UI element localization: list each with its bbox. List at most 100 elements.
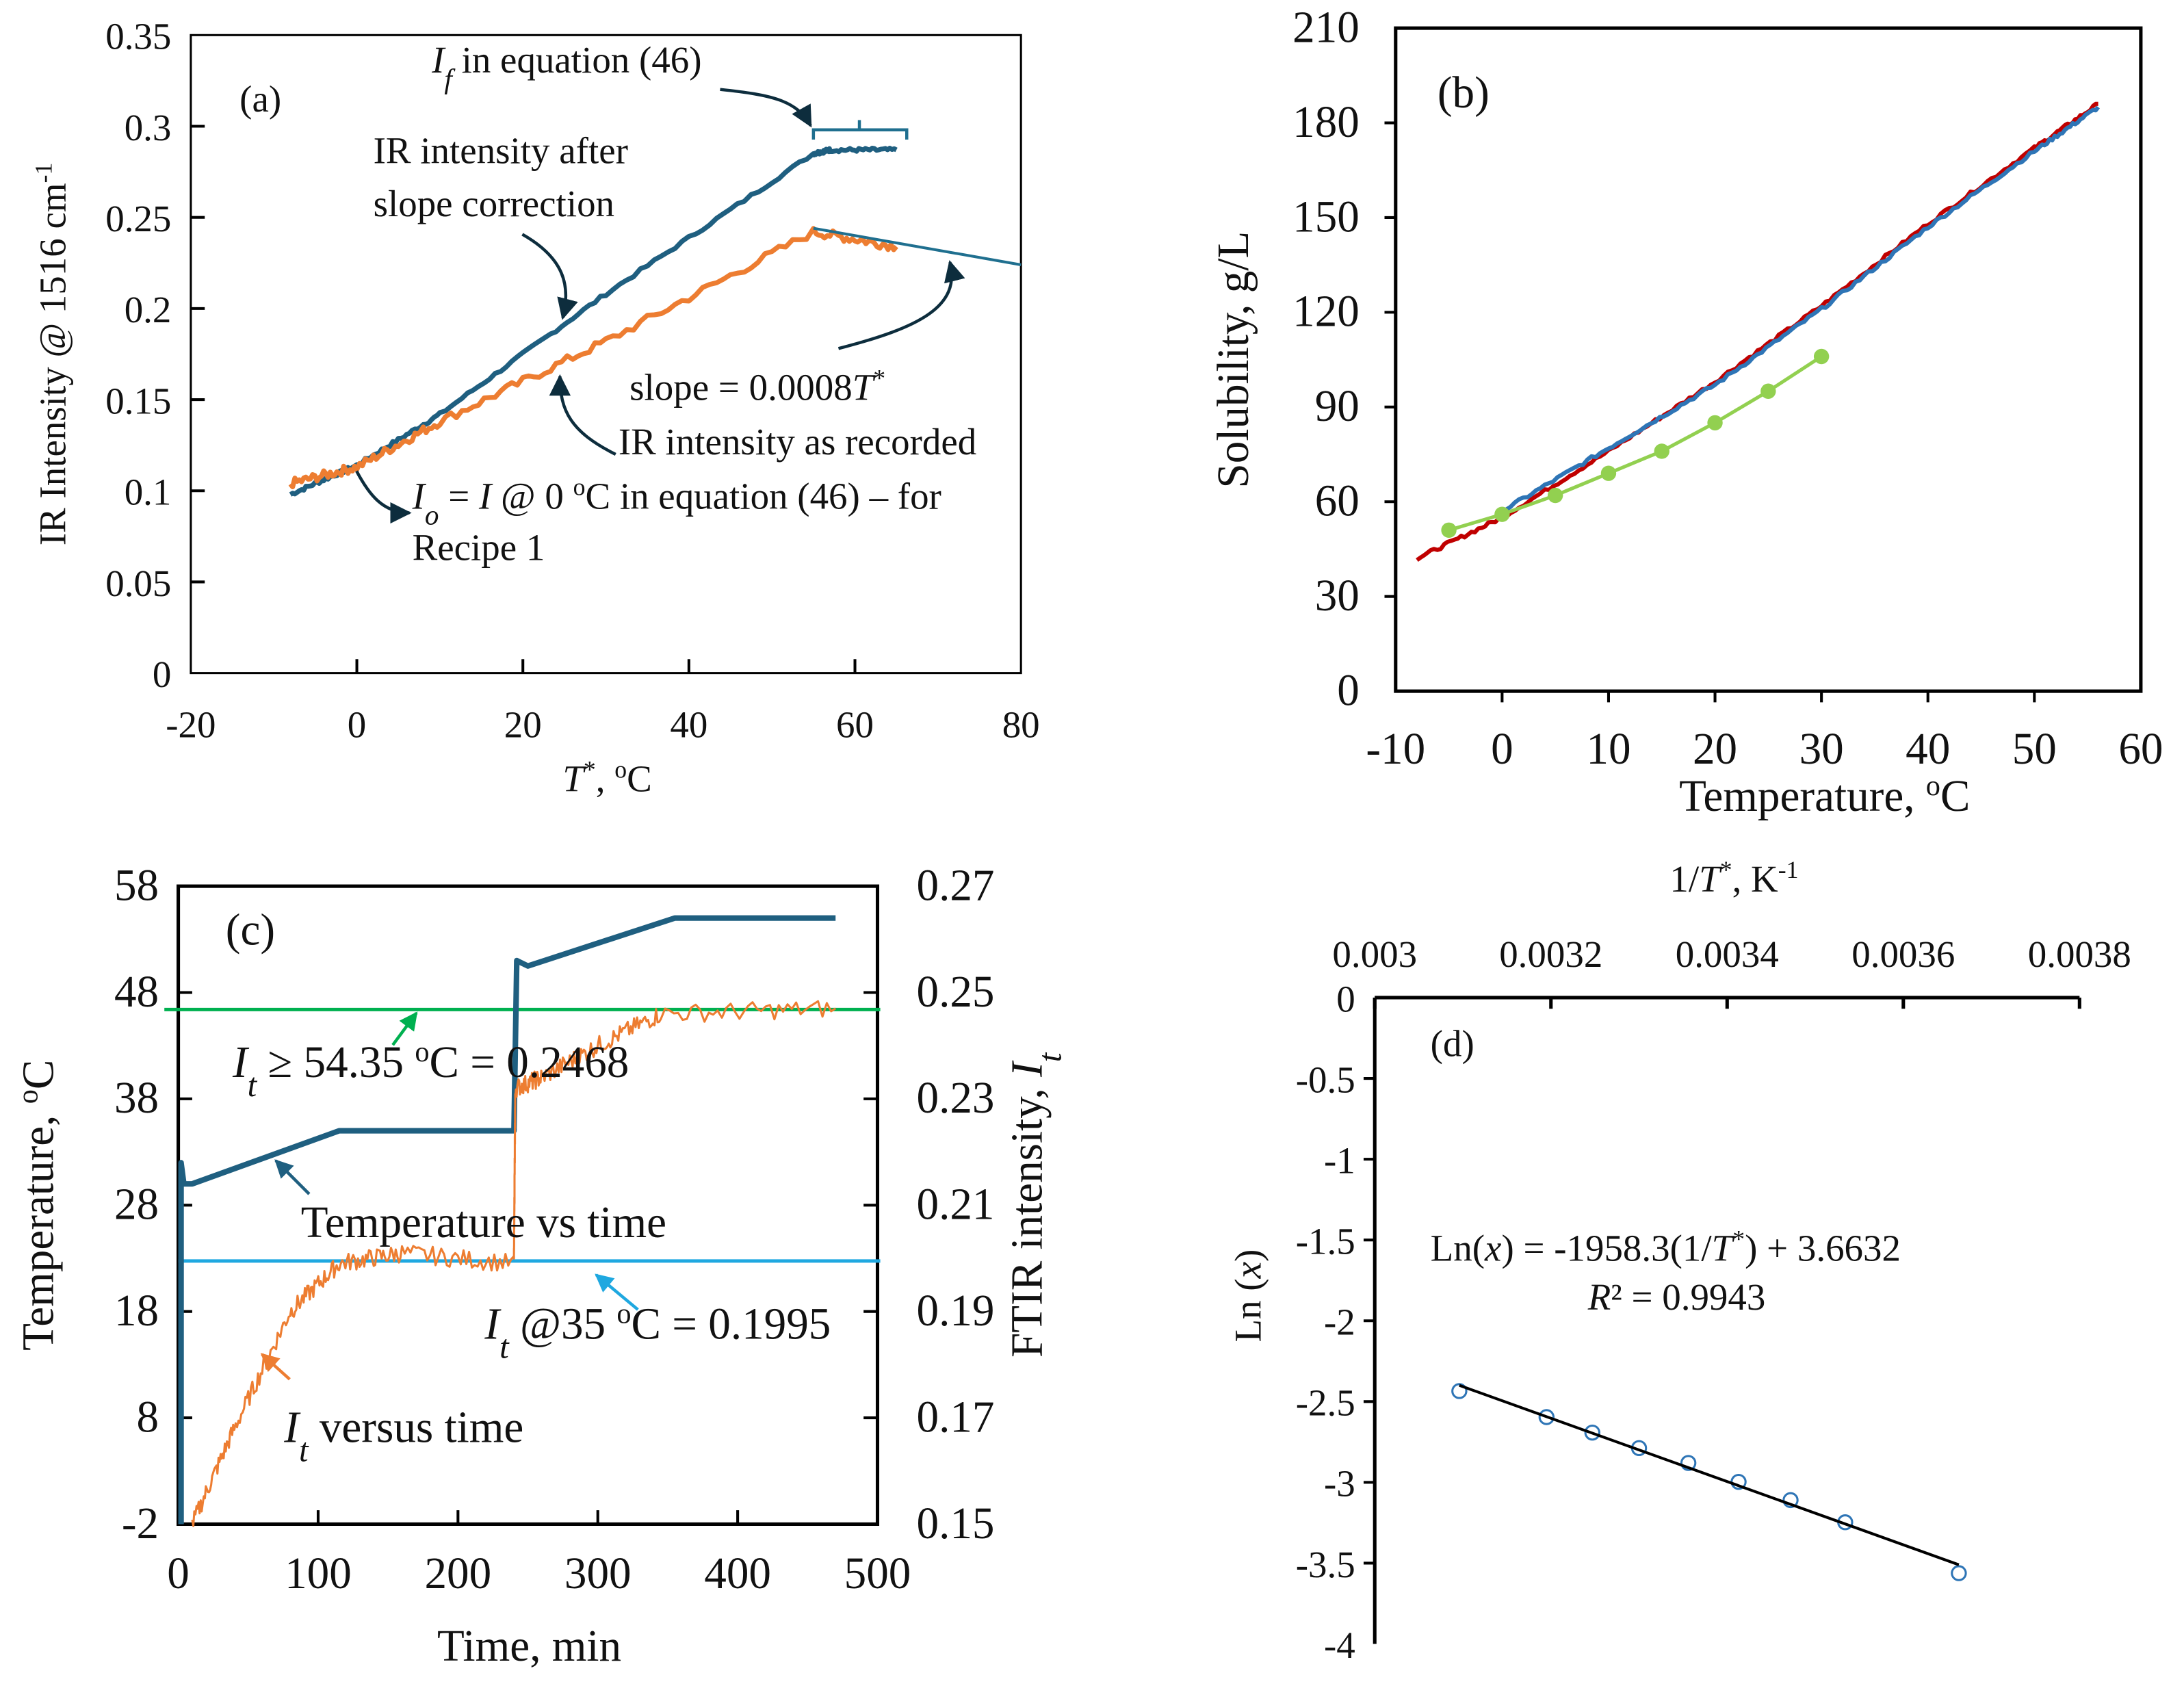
y-tick-label: 0 (153, 653, 171, 695)
x-tick-label: 0.0036 (1851, 933, 1955, 975)
x-tick-label: 60 (2118, 725, 2163, 774)
annotation-text: slope = 0.0008T* (629, 365, 885, 408)
text-segment: o (1926, 770, 1940, 802)
text-segment: t (499, 1327, 510, 1365)
text-segment: T (853, 367, 876, 408)
annotation-text: It versus time (283, 1403, 523, 1468)
x-axis-title: T*, oC (562, 756, 651, 800)
y-tick-label: -1 (1324, 1139, 1355, 1181)
x-tick-label: 50 (2012, 725, 2057, 774)
x-tick-label: 20 (1693, 725, 1737, 774)
panel-label: (d) (1431, 1022, 1474, 1064)
text-segment: = (439, 475, 478, 517)
data-point (1782, 1492, 1799, 1509)
text-segment: Temperature vs time (301, 1198, 666, 1247)
text-segment: , K (1732, 858, 1778, 900)
y-tick-label: 0.2 (125, 289, 172, 330)
y-tick-label: 8 (137, 1392, 159, 1442)
y2-tick-label: 0.17 (917, 1392, 995, 1442)
text-segment: ≥ 54.35 (257, 1038, 415, 1087)
annotation-text: It ≥ 54.35 oC = 0.2468 (232, 1036, 629, 1104)
arrow-green (391, 1011, 418, 1046)
x-axis-title: Time, min (437, 1622, 621, 1671)
x-tick-label: 0.003 (1332, 933, 1417, 975)
y-tick-label: -2.5 (1296, 1382, 1355, 1424)
text-segment: slope correction (374, 183, 614, 224)
text-segment: t (1030, 1052, 1068, 1062)
text-segment: C in equation (46) – for (585, 475, 941, 517)
y2-axis-title: FTIR intensity, It (1003, 1052, 1069, 1358)
y-tick-label: 0.15 (105, 380, 171, 422)
data-point (1951, 1565, 1967, 1581)
text-segment: in equation (46) (452, 39, 702, 81)
y-tick-label: -3 (1324, 1463, 1355, 1505)
text-segment: o (415, 1036, 429, 1068)
x-tick-label: 0 (1491, 725, 1513, 774)
panel-label: (a) (239, 78, 281, 120)
text-segment: C = 0.2468 (430, 1038, 629, 1087)
x-axis-title: 1/T*, K-1 (1669, 856, 1798, 900)
text-segment: o (573, 473, 586, 500)
text-segment: FTIR intensity, (1003, 1077, 1052, 1358)
annotation-text: IR intensity as recorded (619, 421, 976, 463)
y-tick-label: 28 (114, 1180, 159, 1230)
x-tick-label: 20 (504, 703, 542, 745)
plot-frame (190, 34, 1022, 675)
text-segment: I (1003, 1060, 1052, 1078)
y-tick-label: -2 (1324, 1301, 1355, 1343)
text-segment: * (1732, 1225, 1745, 1253)
x-tick-label: 500 (844, 1549, 911, 1598)
x-tick-label: 400 (704, 1549, 771, 1598)
text-segment: , (596, 758, 614, 800)
y-tick-label: -3.5 (1296, 1544, 1355, 1585)
data-point (1584, 1424, 1600, 1441)
y-tick-label: -2 (122, 1499, 159, 1548)
y-axis-title: Solubility, g/L (1209, 231, 1258, 489)
text-segment: I (283, 1403, 301, 1452)
text-segment: T (562, 758, 586, 800)
text-segment: versus time (309, 1403, 524, 1452)
text-segment: -1 (1778, 856, 1799, 883)
y-tick-label: 210 (1292, 3, 1360, 52)
text-segment: -1 (30, 163, 57, 183)
annotation-text: R² = 0.9943 (1587, 1276, 1766, 1318)
series-line (813, 226, 1022, 266)
data-point (1538, 1409, 1555, 1425)
text-segment: * (873, 365, 885, 392)
y-tick-label: -1.5 (1296, 1221, 1355, 1262)
text-segment: o (12, 1089, 44, 1104)
plot-frame (1394, 26, 2143, 693)
y-tick-label: 0.05 (105, 562, 171, 604)
y2-tick-label: 0.21 (917, 1180, 995, 1230)
y-tick-label: 150 (1292, 192, 1360, 242)
y-tick-label: 48 (114, 968, 159, 1017)
text-segment: Ln( (1431, 1228, 1485, 1269)
panel-d-chart: 0.003 0.0032 0.0034 0.0036 0.0038 -4 -3.5 -3 -2.… (1227, 856, 2131, 1666)
annotation-text: Io = I @ 0 oC in equation (46) – for (412, 473, 941, 530)
y-tick-label: 180 (1292, 98, 1360, 147)
x-tick-label: 60 (836, 703, 874, 745)
annotation-text: If in equation (46) (431, 39, 702, 94)
series-line (191, 1000, 837, 1527)
text-segment: IR Intensity @ 1516 cm (32, 183, 74, 545)
text-segment: C = 0.1995 (632, 1300, 831, 1349)
y-tick-label: 0.1 (125, 471, 172, 513)
text-segment: IR intensity after (374, 130, 628, 172)
text-segment: ) + 3.6632 (1745, 1228, 1901, 1269)
text-segment: Temperature, (14, 1104, 63, 1351)
text-segment: * (1720, 856, 1732, 883)
text-segment: Solubility, g/L (1209, 231, 1258, 489)
x-tick-label: 0.0032 (1499, 933, 1602, 975)
x-tick-label: 0.0034 (1676, 933, 1779, 975)
text-segment: x (1484, 1228, 1501, 1269)
arrow-as-recorded (549, 374, 616, 456)
arrow-cyan (595, 1273, 639, 1311)
data-point (1654, 443, 1669, 459)
panel-b-chart: -10 0 10 20 30 40 50 600306090120150180210(b)Te… (1209, 3, 2163, 821)
trendline (1459, 1384, 1960, 1566)
data-point (1494, 506, 1510, 522)
y-axis-title: Temperature, oC (12, 1060, 63, 1351)
y-tick-label: 60 (1315, 477, 1360, 526)
panel-label: (c) (226, 906, 275, 955)
text-segment: C (627, 758, 652, 800)
